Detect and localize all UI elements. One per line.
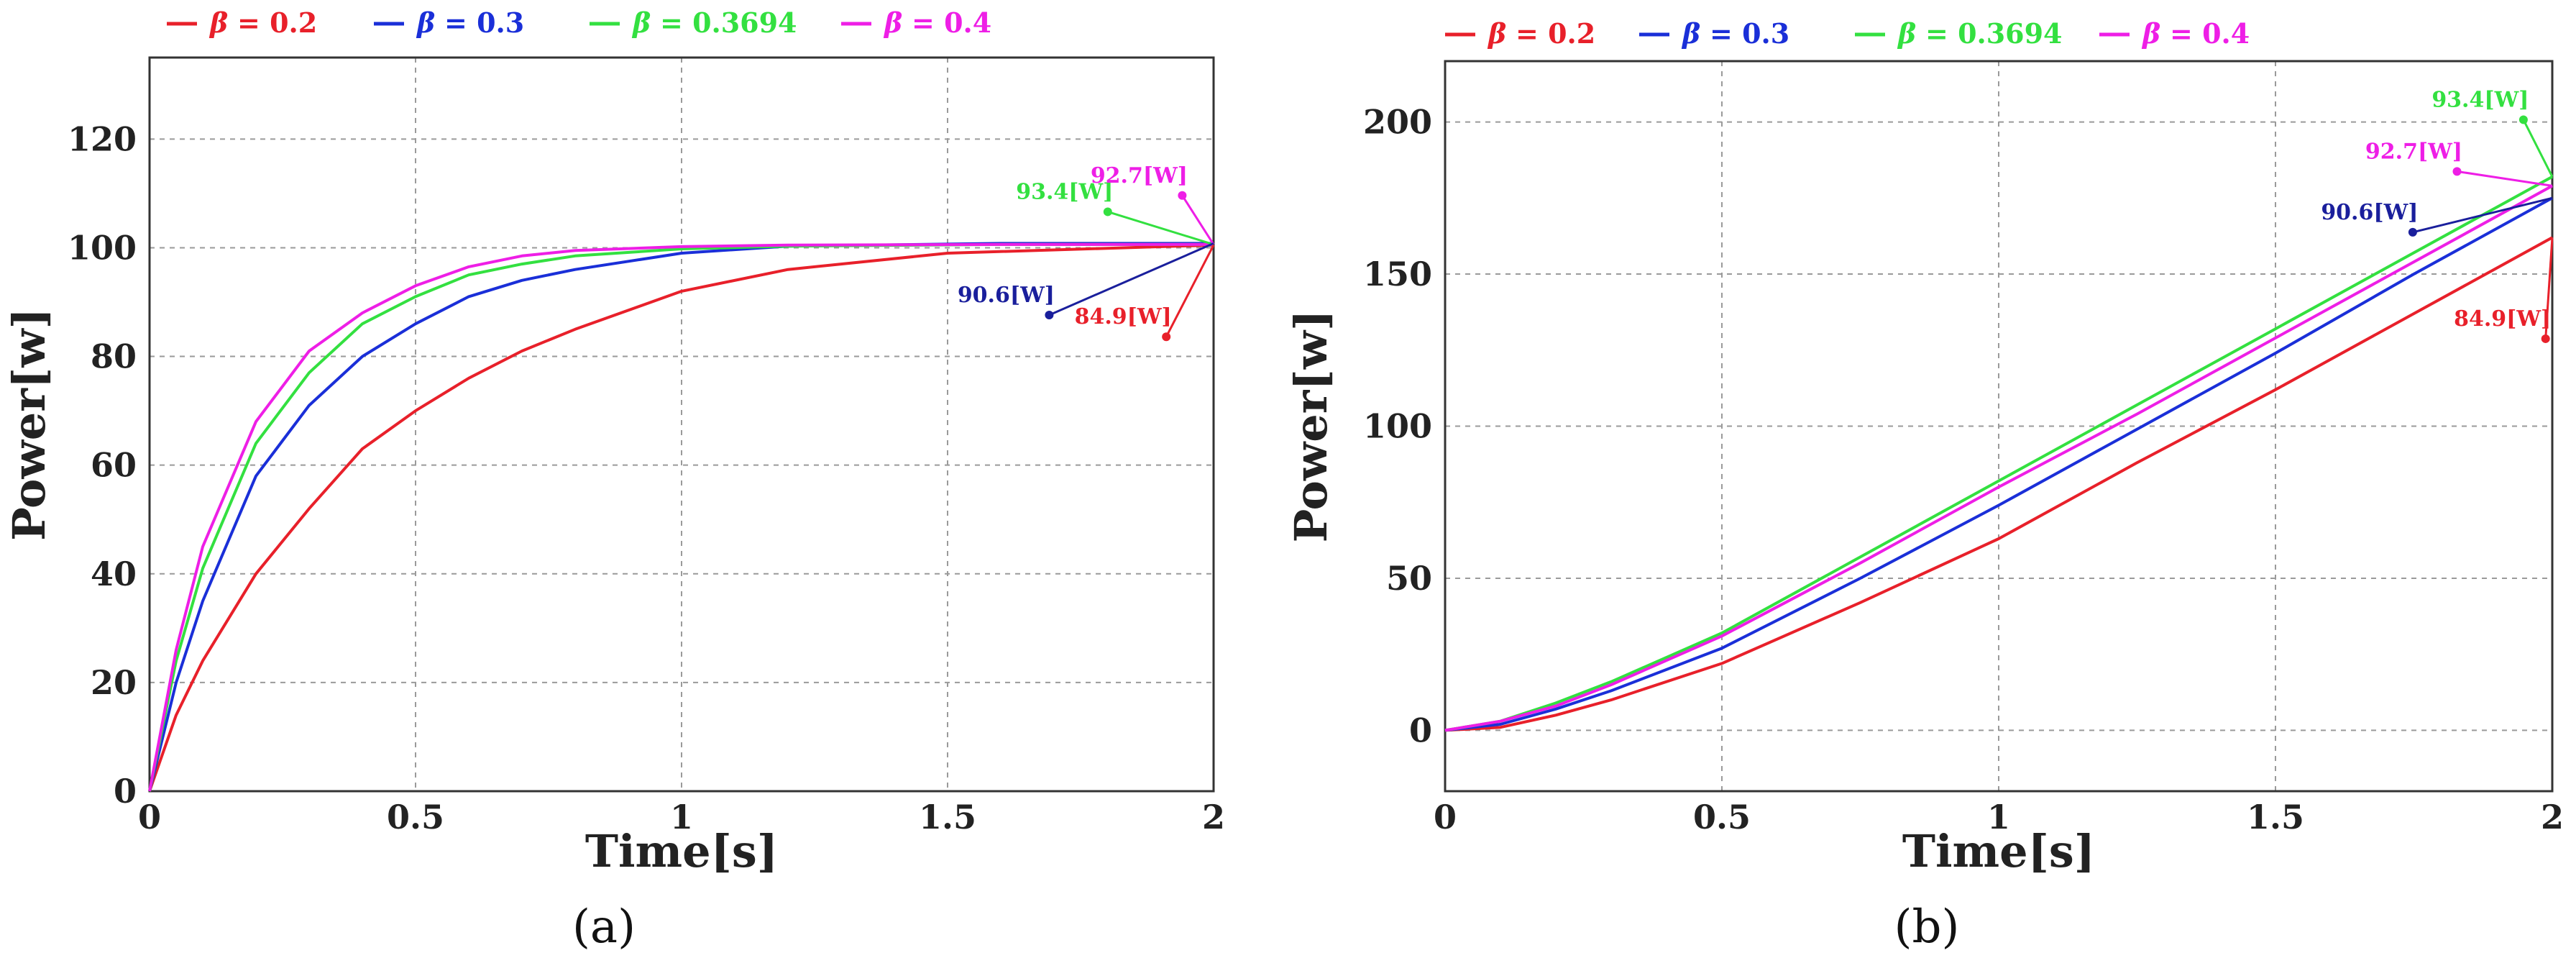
x-tick-label: 0 xyxy=(1434,798,1457,836)
legend-label-3: = 0.3694 xyxy=(660,6,797,39)
x-tick-label: 2 xyxy=(1202,798,1225,836)
annotation-arrowhead xyxy=(1103,207,1112,216)
y-tick-label: 80 xyxy=(91,337,137,376)
x-tick-label: 1.5 xyxy=(2247,798,2304,836)
annotation-arrow xyxy=(2457,170,2553,187)
annotation-arrowhead xyxy=(1045,311,1054,319)
y-axis-label: Power[w] xyxy=(3,308,55,541)
x-tick-label: 0.5 xyxy=(1693,798,1751,836)
x-axis-label: Time[s] xyxy=(1902,825,2095,877)
annotation-label: 90.6[W] xyxy=(958,283,1055,308)
annotation-label: 93.4[W] xyxy=(2431,87,2529,112)
x-tick-label: 0 xyxy=(138,798,161,836)
y-tick-label: 0 xyxy=(1409,711,1432,749)
legend-label-1: = 0.2 xyxy=(1516,17,1595,50)
series-line-4 xyxy=(148,242,1214,792)
legend-label-2: = 0.3 xyxy=(1710,17,1789,50)
y-tick-label: 60 xyxy=(91,446,137,485)
legend-beta-symbol: β xyxy=(1897,17,1916,50)
y-tick-label: 40 xyxy=(91,555,137,593)
legend-beta-symbol: β xyxy=(416,6,435,39)
y-axis-label: Power[w] xyxy=(1285,310,1337,543)
series-line-2 xyxy=(148,242,1214,792)
annotation-arrowhead xyxy=(1162,332,1171,342)
legend-beta-symbol: β xyxy=(208,6,228,39)
legend-beta-symbol: β xyxy=(1681,17,1700,50)
series-line-2 xyxy=(1444,196,2553,732)
y-tick-label: 0 xyxy=(114,772,137,811)
annotation-label: 93.4[W] xyxy=(1016,179,1113,204)
legend-label-4: = 0.4 xyxy=(912,6,991,39)
annotation-label: 92.7[W] xyxy=(2365,139,2462,164)
annotation-arrowhead xyxy=(2541,334,2550,343)
panel-label: (b) xyxy=(1894,901,1960,954)
x-tick-label: 1 xyxy=(1987,798,2010,836)
chart-panel-a: 0 0.5 1 1.5 2020406080100120Time[s]Power[w]9… xyxy=(3,6,1225,954)
series-line-1 xyxy=(148,243,1214,792)
annotation-arrowhead xyxy=(2518,115,2528,124)
annotation-label: 92.7[W] xyxy=(1091,163,1188,188)
x-tick-label: 2 xyxy=(2541,798,2564,836)
series-line-4 xyxy=(1444,184,2553,732)
annotation-arrow xyxy=(1181,194,1215,245)
annotation-arrow xyxy=(1048,242,1214,316)
y-tick-label: 100 xyxy=(68,228,137,267)
annotation-arrow xyxy=(2522,119,2554,178)
series-line-3 xyxy=(148,242,1214,792)
legend-label-3: = 0.3694 xyxy=(1925,17,2063,50)
annotation-arrowhead xyxy=(2408,227,2417,237)
x-tick-label: 0.5 xyxy=(387,798,444,836)
annotation-label: 84.9[W] xyxy=(2454,306,2551,332)
y-tick-label: 20 xyxy=(91,663,137,702)
y-tick-label: 120 xyxy=(68,119,137,158)
legend-label-1: = 0.2 xyxy=(237,6,317,39)
legend-beta-symbol: β xyxy=(631,6,651,39)
panel-label: (a) xyxy=(572,901,636,954)
chart-panel-b: 0 0.5 1 1.5 2 0 50 100 150 200 Time[s] Power[w] 93.4… xyxy=(1285,17,2564,954)
annotation-label: 90.6[W] xyxy=(2321,200,2418,225)
annotation-arrow xyxy=(2544,237,2554,339)
legend-beta-symbol: β xyxy=(1487,17,1506,50)
y-tick-label: 50 xyxy=(1386,559,1432,598)
y-tick-label: 200 xyxy=(1363,103,1432,142)
series-line-3 xyxy=(1444,175,2553,732)
y-tick-label: 100 xyxy=(1363,407,1432,446)
legend-beta-symbol: β xyxy=(2141,17,2160,50)
x-axis-label: Time[s] xyxy=(585,825,778,877)
plot-frame xyxy=(1444,60,2554,793)
legend-label-2: = 0.3 xyxy=(444,6,524,39)
legend-label-4: = 0.4 xyxy=(2170,17,2250,50)
x-tick-label: 1.5 xyxy=(919,798,976,836)
annotation-arrowhead xyxy=(2452,167,2462,176)
plot-frame xyxy=(148,56,1215,793)
x-tick-label: 1 xyxy=(670,798,693,836)
annotation-arrow xyxy=(1165,244,1215,337)
annotation-arrow xyxy=(1107,211,1214,246)
annotation-arrowhead xyxy=(1178,191,1187,200)
series-line-1 xyxy=(1444,236,2553,732)
annotation-label: 84.9[W] xyxy=(1075,304,1172,329)
y-tick-label: 150 xyxy=(1363,255,1432,293)
annotation-arrow xyxy=(2412,196,2553,234)
legend-beta-symbol: β xyxy=(883,6,902,39)
